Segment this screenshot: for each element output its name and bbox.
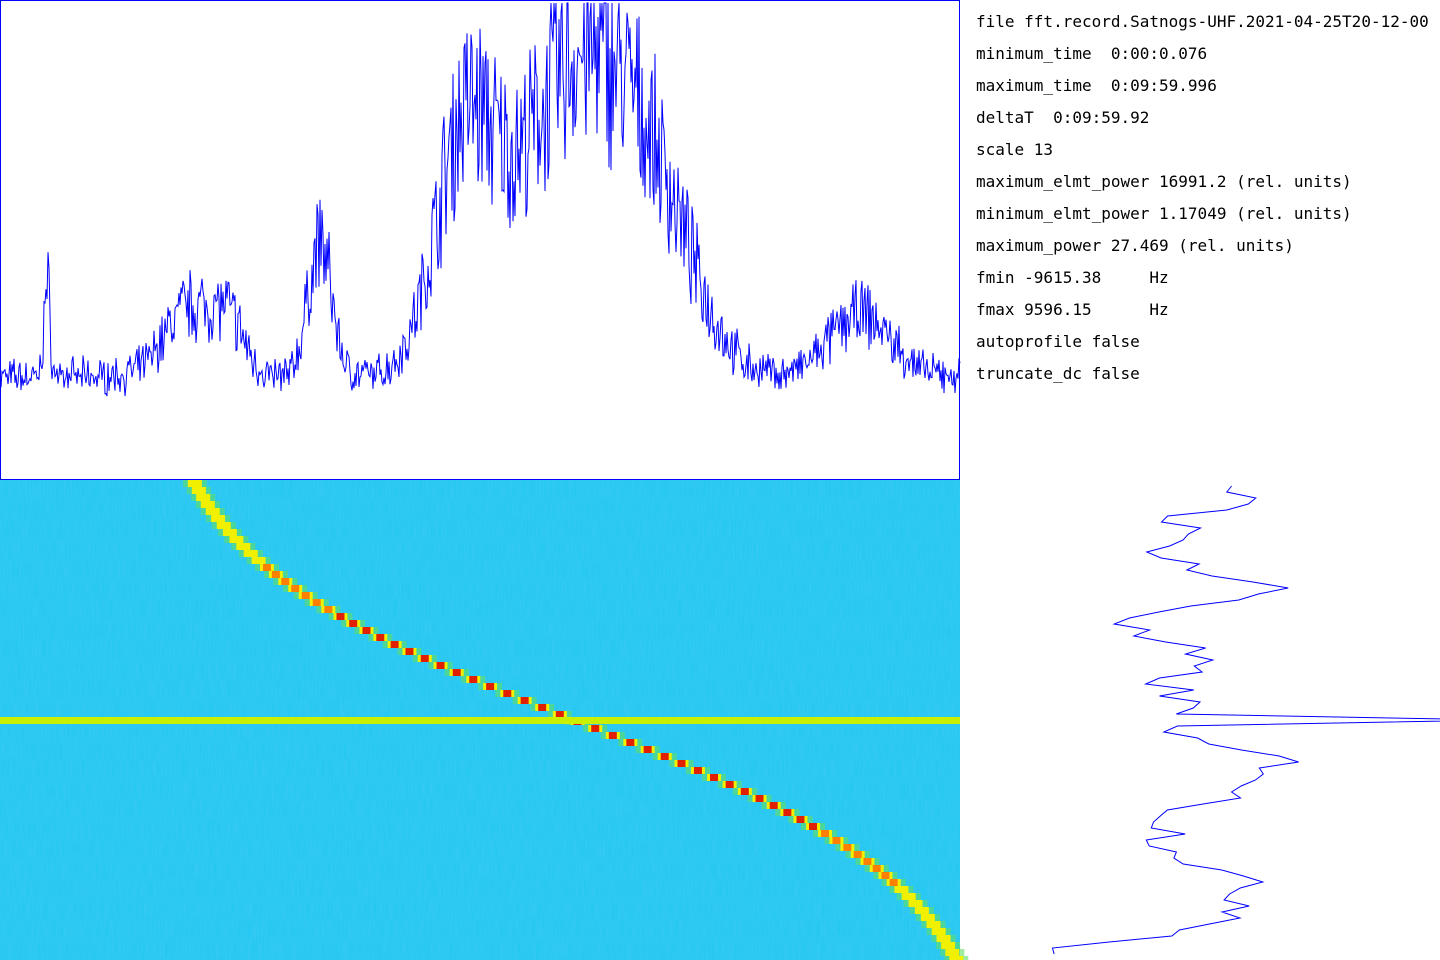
trace-cell bbox=[889, 879, 898, 886]
trace-cell bbox=[538, 704, 547, 711]
trace-cell bbox=[872, 865, 881, 872]
trace-cell bbox=[336, 613, 345, 620]
trace-cell bbox=[677, 760, 686, 767]
info-line: file fft.record.Satnogs-UHF.2021-04-25T2… bbox=[976, 12, 1429, 31]
trace-cell bbox=[271, 571, 280, 578]
info-line: deltaT 0:09:59.92 bbox=[976, 108, 1150, 127]
trace-cell bbox=[608, 732, 617, 739]
trace-cell bbox=[405, 648, 414, 655]
trace-cell bbox=[949, 956, 964, 960]
trace-cell bbox=[710, 774, 719, 781]
trace-cell bbox=[783, 809, 792, 816]
trace-cell bbox=[291, 585, 300, 592]
trace-cell bbox=[376, 634, 385, 641]
info-panel: file fft.record.Satnogs-UHF.2021-04-25T2… bbox=[976, 8, 1440, 392]
trace-cell bbox=[660, 753, 669, 760]
trace-cell bbox=[945, 949, 960, 956]
trace-cell bbox=[324, 606, 333, 613]
trace-cell bbox=[362, 627, 371, 634]
trace-cell bbox=[901, 893, 916, 900]
trace-cell bbox=[469, 676, 478, 683]
trace-cell bbox=[809, 823, 818, 830]
info-line: autoprofile false bbox=[976, 332, 1140, 351]
trace-cell bbox=[301, 592, 310, 599]
info-line: fmax 9596.15 Hz bbox=[976, 300, 1169, 319]
trace-cell bbox=[205, 508, 220, 515]
trace-cell bbox=[222, 529, 237, 536]
trace-cell bbox=[436, 662, 445, 669]
info-line: truncate_dc false bbox=[976, 364, 1140, 383]
trace-cell bbox=[216, 522, 231, 529]
trace-cell bbox=[200, 501, 215, 508]
trace-cell bbox=[863, 858, 872, 865]
trace-cell bbox=[941, 942, 956, 949]
trace-cell bbox=[881, 872, 890, 879]
trace-cell bbox=[191, 487, 206, 494]
trace-cell bbox=[936, 935, 951, 942]
info-line: scale 13 bbox=[976, 140, 1054, 159]
trace-cell bbox=[503, 690, 512, 697]
info-line: minimum_elmt_power 1.17049 (rel. units) bbox=[976, 204, 1352, 223]
trace-cell bbox=[251, 557, 266, 564]
trace-cell bbox=[725, 781, 734, 788]
trace-cell bbox=[693, 767, 702, 774]
trace-cell bbox=[843, 844, 852, 851]
trace-cell bbox=[643, 746, 652, 753]
trace-cell bbox=[740, 788, 749, 795]
trace-cell bbox=[262, 564, 271, 571]
trace-cell bbox=[486, 683, 495, 690]
trace-cell bbox=[452, 669, 461, 676]
trace-cell bbox=[931, 928, 946, 935]
trace-cell bbox=[755, 795, 764, 802]
trace-cell bbox=[821, 830, 830, 837]
trace-cell bbox=[914, 907, 929, 914]
trace-cell bbox=[312, 599, 321, 606]
trace-cell bbox=[196, 494, 211, 501]
trace-cell bbox=[281, 578, 290, 585]
trace-cell bbox=[926, 921, 941, 928]
trace-cell bbox=[769, 802, 778, 809]
dc-line bbox=[0, 717, 960, 724]
trace-cell bbox=[796, 816, 805, 823]
frequency-profile-line bbox=[0, 2, 961, 397]
time-profile-line bbox=[1051, 485, 1440, 955]
trace-cell bbox=[832, 837, 841, 844]
trace-cell bbox=[920, 914, 935, 921]
trace-cell bbox=[908, 900, 923, 907]
trace-cell bbox=[236, 543, 251, 550]
trace-cell bbox=[555, 711, 564, 718]
trace-cell bbox=[243, 550, 258, 557]
trace-cell bbox=[591, 725, 600, 732]
trace-cell bbox=[894, 886, 909, 893]
signal-trace bbox=[182, 480, 969, 960]
trace-cell bbox=[211, 515, 226, 522]
info-line: maximum_power 27.469 (rel. units) bbox=[976, 236, 1294, 255]
trace-cell bbox=[187, 480, 202, 487]
trace-cell bbox=[390, 641, 399, 648]
trace-cell bbox=[520, 697, 529, 704]
info-line: maximum_elmt_power 16991.2 (rel. units) bbox=[976, 172, 1352, 191]
info-line: maximum_time 0:09:59.996 bbox=[976, 76, 1217, 95]
trace-cell bbox=[229, 536, 244, 543]
info-line: fmin -9615.38 Hz bbox=[976, 268, 1169, 287]
trace-cell bbox=[626, 739, 635, 746]
trace-cell bbox=[420, 655, 429, 662]
info-line: minimum_time 0:00:0.076 bbox=[976, 44, 1208, 63]
trace-cell bbox=[349, 620, 358, 627]
trace-cell bbox=[853, 851, 862, 858]
